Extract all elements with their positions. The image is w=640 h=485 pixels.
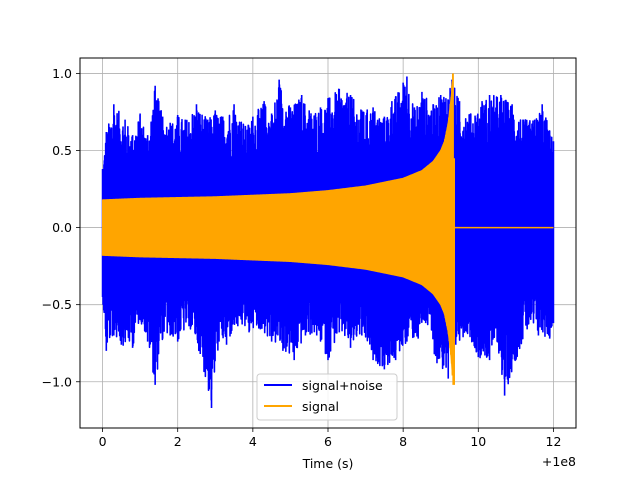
x-tick-label: 2	[174, 434, 182, 449]
x-axis-offset-label: +1e8	[542, 454, 576, 469]
y-tick-label: 1.0	[52, 66, 72, 81]
x-tick-label: 8	[399, 434, 407, 449]
x-tick-label: 12	[546, 434, 562, 449]
series-line-signal	[101, 73, 554, 385]
y-tick-label: −0.5	[42, 297, 72, 312]
legend: signal+noise signal	[256, 373, 398, 421]
x-tick-label: 10	[470, 434, 486, 449]
x-tick-label: 4	[249, 434, 257, 449]
axis-ticks: 0 2 4 6 8 10 12 1.0 0.5 0.0 −0.5 −1.0	[42, 66, 562, 449]
legend-label-signal: signal	[302, 399, 339, 414]
legend-label-signal-noise: signal+noise	[302, 378, 383, 393]
y-tick-label: 0.0	[52, 220, 72, 235]
x-axis-label: Time (s)	[302, 456, 354, 471]
y-tick-label: −1.0	[42, 374, 72, 389]
x-tick-label: 0	[99, 434, 107, 449]
y-tick-label: 0.5	[52, 143, 72, 158]
plot-series	[101, 73, 555, 408]
series-line-signal-noise	[101, 76, 555, 408]
x-tick-label: 6	[324, 434, 332, 449]
